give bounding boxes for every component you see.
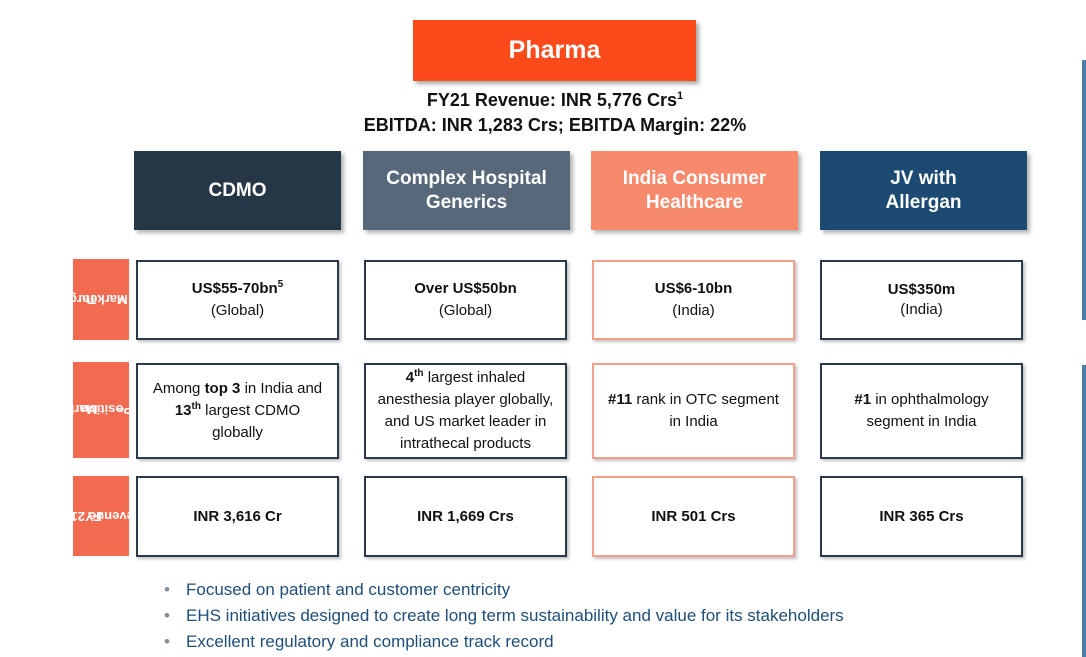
row-label-market-position: Market Position 4: [56, 362, 132, 458]
revenue-hospital: INR 1,669 Crs: [364, 476, 567, 557]
list-item: • Excellent regulatory and compliance tra…: [164, 632, 554, 651]
target-market-jv: US$350m (India): [820, 260, 1023, 340]
segment-jv-allergan: JV with Allergan: [820, 151, 1027, 230]
fy21-revenue-line: FY21 Revenue: INR 5,776 Crs1: [426, 90, 684, 110]
revenue-jv: INR 365 Crs: [820, 476, 1023, 557]
market-position-jv: #1 in ophthalmology segment in India: [820, 363, 1023, 459]
target-market-consumer: US$6-10bn (India): [592, 260, 795, 340]
pharma-title: Pharma: [413, 20, 696, 81]
revenue-cdmo: INR 3,616 Cr: [136, 476, 339, 557]
list-item: • EHS initiatives designed to create long…: [164, 606, 844, 625]
segment-complex-hospital-generics: Complex Hospital Generics: [363, 151, 570, 230]
highlights-list: • Focused on patient and customer centric…: [164, 579, 844, 657]
market-position-cdmo: Among top 3 in India and 13th largest CD…: [136, 363, 339, 459]
side-accent-line: [1082, 60, 1086, 320]
bullet-icon: •: [164, 606, 170, 625]
side-accent-line: [1082, 365, 1086, 657]
bullet-icon: •: [164, 632, 170, 651]
market-position-hospital: 4th largest inhaled anesthesia player gl…: [364, 363, 567, 459]
list-item: • Focused on patient and customer centric…: [164, 580, 511, 599]
segment-india-consumer-healthcare: India Consumer Healthcare: [591, 151, 798, 230]
target-market-cdmo: US$55-70bn5 (Global): [136, 260, 339, 340]
revenue-consumer: INR 501 Crs: [592, 476, 795, 557]
row-label-target-market: Target Market 4: [57, 259, 129, 340]
ebitda-line: EBITDA: INR 1,283 Crs; EBITDA Margin: 22…: [363, 115, 747, 135]
bullet-icon: •: [164, 580, 170, 599]
market-position-consumer: #11 rank in OTC segment in India: [592, 363, 795, 459]
segment-cdmo: CDMO: [134, 151, 341, 230]
row-label-fy21-revenue: FY21 Revenue: [70, 476, 143, 556]
target-market-hospital: Over US$50bn (Global): [364, 260, 567, 340]
